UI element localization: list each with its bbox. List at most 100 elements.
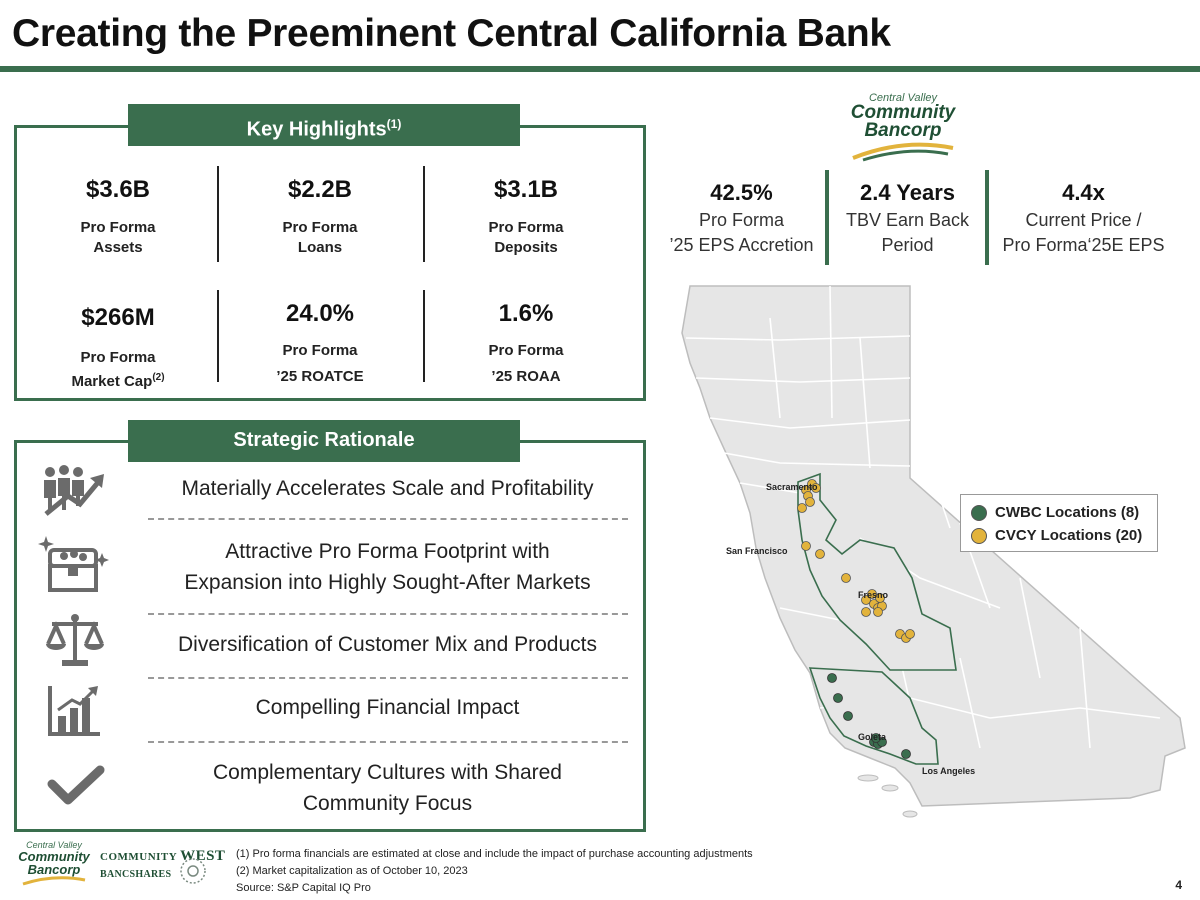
legend-item-cwbc: CWBC Locations (8) — [971, 501, 1147, 524]
california-map: Sacramento San Francisco Fresno Goleta L… — [681, 285, 1186, 818]
metric-divider — [423, 166, 425, 262]
treasure-chest-icon — [38, 536, 109, 592]
metric-label: Assets — [93, 239, 143, 256]
footnotes: (1) Pro forma financials are estimated a… — [236, 846, 753, 897]
key-highlights-tab: Key Highlights(1) — [128, 104, 520, 146]
stat-label: TBV Earn Back — [845, 210, 970, 230]
city-label-san-francisco: San Francisco — [726, 546, 788, 556]
bar-chart-icon — [48, 686, 100, 736]
metric-value: 1.6% — [498, 300, 554, 327]
footer-cvc-logo: Central Valley Community Bancorp — [14, 840, 94, 886]
city-label-sacramento: Sacramento — [766, 482, 818, 492]
metric-divider — [423, 290, 425, 382]
rationale-item-scale: Materially Accelerates Scale and Profita… — [140, 473, 635, 504]
cwbc-locations — [827, 673, 911, 759]
title-rule — [0, 66, 1200, 72]
cw-seal-icon — [180, 858, 206, 884]
metric-value: $3.6B — [85, 176, 151, 203]
strategic-rationale-tab: Strategic Rationale — [128, 420, 520, 462]
metric-label: Loans — [297, 239, 343, 256]
county-lines — [685, 285, 1161, 749]
rationale-divider — [148, 518, 628, 520]
rationale-text: Compelling Financial Impact — [255, 696, 520, 719]
stat-divider — [825, 170, 829, 265]
metric-label: Pro Forma — [488, 219, 564, 236]
footer-cw-logo: COMMUNITY WEST BANCSHARES — [100, 848, 225, 880]
key-highlights-sup: (1) — [386, 117, 402, 131]
stat-eps-accretion: 42.5% Pro Forma ’25 EPS Accretion — [654, 180, 829, 258]
footnote: Source: S&P Capital IQ Pro — [236, 882, 371, 894]
rationale-text: Expansion into Highly Sought-After Marke… — [184, 571, 591, 594]
logo-swoosh-icon — [22, 876, 86, 886]
checkmark-icon — [47, 765, 105, 805]
metric-value: $2.2B — [287, 176, 353, 203]
metric-value: $266M — [81, 304, 155, 331]
logo-line: Bancorp — [27, 862, 81, 877]
metric-label: Pro Forma — [282, 342, 358, 359]
logo-line: Community — [850, 102, 956, 123]
city-label-goleta: Goleta — [858, 732, 887, 742]
metric-market-cap: $266M Pro Forma Market Cap(2) — [28, 304, 208, 392]
logo-line: Community — [18, 849, 90, 864]
legend-item-cvcy: CVCY Locations (20) — [971, 524, 1147, 547]
city-label-fresno: Fresno — [858, 590, 889, 600]
stat-value: 2.4 Years — [859, 180, 956, 205]
rationale-text: Materially Accelerates Scale and Profita… — [181, 477, 594, 500]
california-outline — [681, 285, 1186, 807]
rationale-text: Diversification of Customer Mix and Prod… — [178, 633, 597, 656]
stat-value: 4.4x — [1062, 180, 1105, 205]
key-highlights-panel — [14, 125, 646, 401]
metric-label: Market Cap — [71, 373, 153, 390]
rationale-text: Complementary Cultures with Shared — [213, 761, 562, 784]
logo-swoosh-icon — [852, 142, 954, 162]
logo-line: Central Valley — [868, 92, 938, 104]
cw-logo-line: BANCSHARES — [100, 869, 172, 880]
metric-label: Pro Forma — [80, 349, 156, 366]
rationale-divider — [148, 741, 628, 743]
footnote: (1) Pro forma financials are estimated a… — [236, 848, 753, 860]
metric-deposits: $3.1B Pro Forma Deposits — [436, 176, 616, 258]
rationale-item-financial: Compelling Financial Impact — [140, 692, 635, 723]
people-growth-icon — [44, 465, 104, 516]
cvc-logo: Central Valley Community Bancorp — [838, 92, 968, 162]
stat-value: 42.5% — [710, 180, 773, 205]
city-label-los-angeles: Los Angeles — [922, 766, 975, 776]
stat-label: Pro Forma‘25E EPS — [1002, 235, 1165, 255]
cw-logo-line: WEST — [180, 848, 226, 864]
rationale-divider — [148, 613, 628, 615]
metric-label: Pro Forma — [282, 219, 358, 236]
footnote: (2) Market capitalization as of October … — [236, 865, 468, 877]
cvcy-region — [797, 472, 957, 671]
metric-value: 24.0% — [285, 300, 355, 327]
rationale-item-diversification: Diversification of Customer Mix and Prod… — [140, 629, 635, 660]
metric-loans: $2.2B Pro Forma Loans — [230, 176, 410, 258]
map-legend: CWBC Locations (8) CVCY Locations (20) — [960, 494, 1158, 552]
stat-label: ’25 EPS Accretion — [669, 235, 814, 255]
metric-sup: (2) — [152, 372, 165, 383]
cvcy-locations — [797, 479, 915, 643]
metric-label: ’25 ROATCE — [276, 368, 364, 385]
key-highlights-label: Key Highlights — [246, 118, 387, 141]
logo-line: Central Valley — [26, 840, 82, 850]
stat-divider — [985, 170, 989, 265]
logo-line: Bancorp — [864, 120, 942, 141]
metric-value: $3.1B — [493, 176, 559, 203]
metric-label: Pro Forma — [488, 342, 564, 359]
rationale-text: Community Focus — [302, 792, 473, 815]
legend-label: CVCY Locations (20) — [995, 527, 1143, 544]
metric-roaa: 1.6% Pro Forma ’25 ROAA — [436, 300, 616, 390]
stat-label: Current Price / — [1025, 210, 1142, 230]
cw-logo-line: COMMUNITY — [100, 851, 177, 863]
page-title: Creating the Preeminent Central Californ… — [12, 12, 891, 55]
rationale-item-footprint: Attractive Pro Forma Footprint with Expa… — [140, 536, 635, 598]
metric-label: ’25 ROAA — [491, 368, 561, 385]
page-number: 4 — [1175, 878, 1182, 892]
rationale-item-cultures: Complementary Cultures with Shared Commu… — [140, 757, 635, 819]
stat-label: Period — [881, 235, 934, 255]
metric-divider — [217, 166, 219, 262]
legend-dot-cvcy — [971, 527, 987, 544]
metric-roatce: 24.0% Pro Forma ’25 ROATCE — [230, 300, 410, 390]
rationale-divider — [148, 677, 628, 679]
metric-label: Deposits — [494, 239, 558, 256]
rationale-text: Attractive Pro Forma Footprint with — [225, 540, 550, 563]
